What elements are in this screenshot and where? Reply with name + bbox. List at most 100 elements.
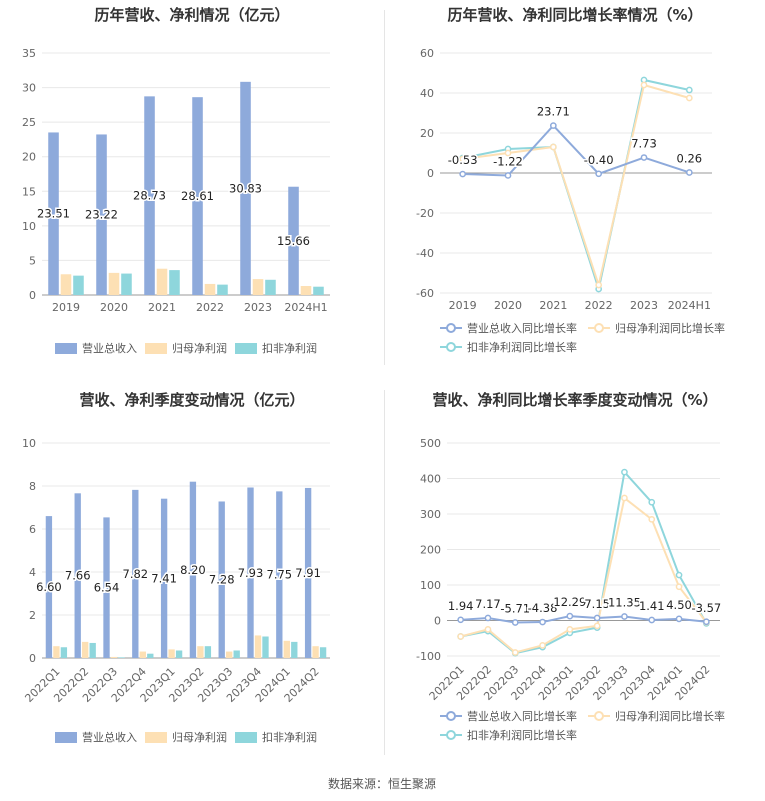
data-label: 7.28 [209,573,235,587]
series-point [703,618,710,626]
data-label: -0.40 [584,153,614,167]
bar-deducted-profit [73,275,84,295]
bar-revenue [132,489,139,658]
series-point [484,614,492,622]
legend: 营业总收入 归母净利润 扣非净利润 [55,730,317,744]
series-point [593,614,601,622]
legend-swatch [235,343,257,354]
bar-net-profit [226,651,233,658]
series-point [566,626,574,633]
bar-deducted-profit [175,650,183,658]
data-label: 30.83 [229,181,262,195]
bar-revenue [45,516,53,658]
data-label: 1.94 [448,599,474,613]
legend-marker [594,323,604,333]
legend-marker [594,711,604,721]
bar-deducted-profit [60,647,68,658]
legend-swatch [145,343,167,354]
bar-deducted-profit [291,641,298,658]
bar-net-profit [60,274,72,295]
series-point [539,618,546,626]
series-point [457,616,464,624]
legend-label: 归母净利润 [172,341,227,355]
series-point [685,169,693,176]
data-label: 7.15 [584,597,610,611]
data-source-note: 数据来源：恒生聚源 [328,776,436,791]
data-label: 7.17 [475,597,501,611]
y-tick-label: 0 [434,615,441,628]
bar-deducted-profit [169,270,180,295]
x-tick-label: 2023 [630,299,658,312]
x-tick-label: 2024H1 [668,299,711,312]
series-point [675,583,683,591]
data-label: 7.41 [151,571,177,585]
legend-label: 扣非净利润 [262,730,317,744]
y-tick-label: 10 [22,437,36,450]
y-tick-label: 40 [420,87,434,100]
series-point [640,154,648,161]
y-tick-label: 35 [22,47,36,60]
legend-swatch [145,732,167,743]
bar-revenue [192,97,203,296]
bar-deducted-profit [319,647,327,658]
data-label: 11.35 [608,595,641,609]
bar-revenue [288,186,299,295]
series-point [675,615,683,623]
x-tick-label: 2020 [494,299,522,312]
bar-net-profit [312,646,319,658]
chart-title: 营收、净利同比增长率季度变动情况（%） [432,391,717,409]
y-tick-label: 100 [420,579,441,592]
bar-deducted-profit [262,636,269,658]
y-tick-label: 2 [29,609,36,622]
bar-net-profit [156,268,168,295]
bar-deducted-profit [118,657,125,658]
series-point [640,81,648,89]
bar-deducted-profit [147,653,154,658]
legend-label: 归母净利润同比增长率 [615,321,725,335]
series-point [511,619,519,626]
series-line-0 [462,124,690,177]
legend-marker [446,323,456,333]
legend-swatch [55,343,77,354]
data-label: 23.22 [85,208,118,222]
bar-deducted-profit [121,273,132,295]
series-point [648,498,656,506]
bar-net-profit [82,641,89,658]
y-tick-label: 400 [420,473,441,486]
legend-marker [446,730,456,740]
x-tick-label: 2019 [52,301,80,314]
legend-label: 营业总收入同比增长率 [467,321,577,335]
series-point [566,612,574,620]
bar-net-profit [53,646,60,658]
bar-revenue [96,134,107,295]
data-label: -5.71 [500,602,530,616]
legend-marker [446,342,456,352]
bar-revenue [74,493,81,658]
y-tick-label: -100 [416,650,441,663]
bar-revenue [103,517,110,658]
y-tick-label: 30 [22,82,36,95]
series-point [511,649,519,656]
chart-title: 历年营收、净利情况（亿元） [94,6,289,24]
chart-annual-revenue-profit: 历年营收、净利情况（亿元） 0 5 10 15 20 25 30 35 2019 2020 2021 2… [22,6,330,355]
bar-revenue [218,501,225,658]
bar-net-profit [108,272,120,295]
data-label: 23.71 [537,105,570,119]
series-point [685,94,693,102]
x-tick-label: 2022 [585,299,613,312]
x-tick-label: 2019 [449,299,477,312]
data-label: 7.75 [267,568,293,582]
y-tick-label: 10 [22,220,36,233]
y-tick-label: 6 [29,523,36,536]
y-tick-label: 60 [420,47,434,60]
bar-net-profit [252,279,264,295]
series-point [457,633,464,640]
chart-annual-growth: 历年营收、净利同比增长率情况（%） -60 -40 -20 0 20 40 60 2019 202… [416,6,725,354]
data-label: -0.53 [448,153,478,167]
chart-quarterly-growth: 营收、净利同比增长率季度变动情况（%）-10001002003004005002… [416,391,725,742]
x-tick-label: 2023 [244,301,272,314]
y-tick-label: 5 [29,254,36,267]
bar-deducted-profit [217,284,228,295]
y-tick-label: 20 [420,127,434,140]
series-point [621,613,628,620]
